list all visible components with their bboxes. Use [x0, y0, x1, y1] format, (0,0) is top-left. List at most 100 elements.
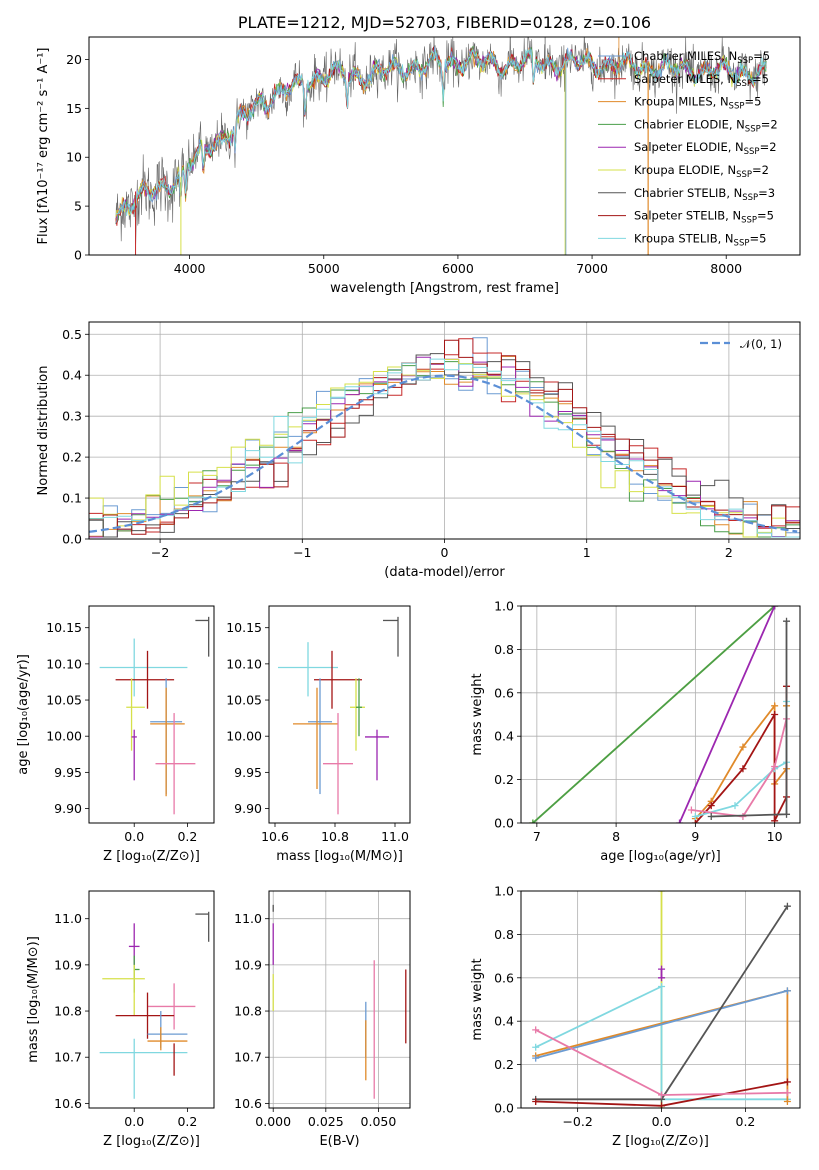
series-marker: [658, 965, 666, 973]
axes-frame: [88, 605, 215, 824]
series-marker: [691, 812, 699, 820]
x-axis-label: (data-model)/error: [384, 565, 505, 580]
plot-area: [99, 911, 210, 1099]
series-marker: [658, 982, 666, 990]
y-tick-label: 10.05: [46, 693, 82, 708]
y-tick-label: 11.0: [234, 911, 262, 926]
x-axis-label: Z [log₁₀(Z/Z⊙)]: [612, 1134, 709, 1149]
y-tick-label: 1.0: [494, 884, 514, 899]
chart-mass-weight-vs-age: 7 8 9 10 0.0 0.2 0.4 0.6 0.8 1.0 age [log₁₀(age/yr…: [470, 599, 801, 864]
x-tick-label: −2: [151, 545, 169, 560]
series-marker: [658, 1102, 666, 1108]
chart-mass-weight-vs-Z: −0.2 0.0 0.2 0.0 0.2 0.4 0.6 0.8 1.0 Z [log₁₀(Z/Z…: [470, 884, 801, 1149]
y-tick-label: 10.9: [234, 957, 262, 972]
chart-mass-vs-Z: 0.0 0.2 10.6 10.7 10.8 10.9 11.0 Z [log₁₀(Z/Z⊙)…: [26, 890, 215, 1149]
chart-title: PLATE=1212, MJD=52703, FIBERID=0128, z=0…: [238, 13, 651, 32]
y-tick-label: 0.4: [62, 368, 82, 383]
y-tick-label: 0.8: [494, 927, 514, 942]
histogram-step: [89, 358, 800, 538]
series-marker: [739, 743, 747, 751]
y-tick-label: 0.0: [494, 1101, 514, 1116]
series-marker: [783, 810, 791, 818]
y-tick-label: 10.10: [226, 656, 262, 671]
series-marker: [731, 802, 739, 810]
y-tick-label: 10.15: [226, 620, 262, 635]
x-tick-label: 0.050: [361, 1114, 397, 1129]
x-tick-label: 2: [725, 545, 733, 560]
series-marker: [771, 702, 779, 710]
y-tick-label: 10: [66, 150, 82, 165]
y-tick-label: 10.6: [54, 1096, 82, 1111]
y-tick-label: 0: [74, 248, 82, 263]
x-tick-label: 7: [533, 829, 541, 844]
y-axis-label: Flux [fλ10⁻¹⁷ erg cm⁻² s⁻¹ A⁻¹]: [36, 48, 51, 245]
x-tick-label: 0.0: [124, 1114, 144, 1129]
y-tick-label: 0.2: [494, 1057, 514, 1072]
y-tick-label: 9.90: [234, 801, 262, 816]
series-marker: [658, 1091, 666, 1099]
y-tick-label: 10.9: [54, 957, 82, 972]
y-tick-label: 10.05: [226, 693, 262, 708]
x-tick-label: −0.2: [562, 1114, 592, 1129]
x-tick-label: 0.2: [177, 829, 197, 844]
residuals-legend: 𝒩(0, 1): [700, 337, 782, 351]
x-axis-label: E(B-V): [319, 1134, 359, 1149]
y-tick-label: 0.0: [494, 816, 514, 831]
axes-frame: [268, 890, 411, 1109]
series-line: [535, 989, 788, 1059]
y-tick-label: 20: [66, 52, 82, 67]
x-tick-label: 0.000: [255, 1114, 291, 1129]
x-tick-label: 10.8: [321, 829, 349, 844]
legend-entry: Salpeter STELIB, NSSP=5: [634, 209, 774, 226]
x-axis-label: Z [log₁₀(Z/Z⊙)]: [103, 1134, 200, 1149]
series-marker: [707, 802, 715, 810]
series-marker: [687, 806, 695, 814]
x-tick-label: 1: [583, 545, 591, 560]
x-tick-label: 9: [691, 829, 699, 844]
series-marker: [771, 606, 779, 610]
series-marker: [783, 617, 791, 625]
chart-spectrum: Chabrier MILES, NSSP=5 Salpeter MILES, NS…: [36, 13, 801, 296]
histogram-step: [89, 339, 800, 535]
x-tick-label: 8000: [710, 261, 742, 276]
series-marker: [783, 902, 791, 910]
legend-entry: Chabrier MILES, NSSP=5: [634, 49, 770, 66]
x-tick-label: 0.0: [652, 1114, 672, 1129]
y-tick-label: 0.2: [62, 450, 82, 465]
y-tick-label: 5: [74, 199, 82, 214]
x-tick-label: 10.6: [261, 829, 289, 844]
legend-entry: Chabrier STELIB, NSSP=3: [634, 186, 775, 203]
x-axis-label: mass [log₁₀(M/M⊙)]: [276, 849, 403, 864]
x-tick-label: 0.2: [177, 1114, 197, 1129]
legend-entry: Chabrier ELODIE, NSSP=2: [634, 117, 778, 134]
y-tick-label: 9.95: [54, 765, 82, 780]
spectrum-model: [115, 47, 767, 226]
y-axis-label: mass weight: [470, 673, 485, 755]
x-tick-label: 10: [767, 829, 783, 844]
series-marker: [783, 1097, 791, 1105]
y-tick-label: 0.2: [494, 772, 514, 787]
plot-area: [269, 891, 410, 1108]
y-tick-label: 10.8: [54, 1004, 82, 1019]
spectrum-legend: Chabrier MILES, NSSP=5 Salpeter MILES, NS…: [598, 49, 778, 248]
series-marker: [658, 891, 666, 895]
plot-area: [521, 891, 800, 1108]
chart-mass-vs-ebv: 0.000 0.025 0.050 10.6 10.7 10.8 10.9 11.0 E(B-V…: [234, 890, 411, 1149]
x-tick-label: 11.0: [381, 829, 409, 844]
y-tick-label: 0.3: [62, 409, 82, 424]
axes-frame: [268, 605, 411, 824]
y-tick-label: 0.5: [62, 327, 82, 342]
series-marker: [532, 1097, 540, 1105]
y-tick-label: 10.15: [46, 620, 82, 635]
series-marker: [783, 987, 791, 995]
chart-age-vs-Z: 0.0 0.2 9.90 9.95 10.00 10.05 10.10 10.15 Z [log…: [16, 605, 215, 864]
y-tick-label: 9.90: [54, 801, 82, 816]
plot-area: [115, 37, 767, 255]
y-tick-label: 0.8: [494, 642, 514, 657]
legend-entry: Kroupa STELIB, NSSP=5: [634, 231, 766, 248]
series-marker: [529, 819, 537, 823]
series-marker: [676, 819, 684, 823]
y-tick-label: 15: [66, 101, 82, 116]
x-tick-label: 0.025: [308, 1114, 344, 1129]
